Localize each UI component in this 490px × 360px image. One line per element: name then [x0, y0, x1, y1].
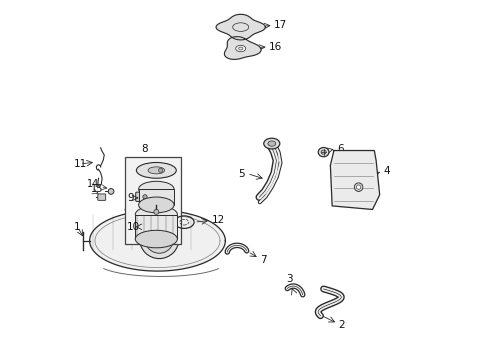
Bar [139, 189, 174, 205]
Text: 2: 2 [339, 320, 345, 330]
Polygon shape [216, 14, 266, 40]
Ellipse shape [239, 47, 243, 50]
Circle shape [108, 189, 114, 194]
Text: 9: 9 [127, 193, 134, 203]
Text: 11: 11 [74, 159, 88, 169]
Ellipse shape [139, 181, 174, 197]
Circle shape [356, 185, 361, 189]
Text: 5: 5 [238, 168, 245, 179]
Ellipse shape [321, 150, 326, 154]
Circle shape [158, 168, 163, 172]
Ellipse shape [318, 148, 329, 157]
Ellipse shape [148, 167, 165, 174]
Ellipse shape [135, 230, 177, 248]
Bar [135, 215, 177, 239]
Text: 8: 8 [142, 144, 148, 154]
Circle shape [145, 225, 173, 253]
Ellipse shape [135, 206, 177, 223]
Text: 6: 6 [337, 144, 344, 154]
Polygon shape [224, 37, 261, 59]
Text: 17: 17 [274, 20, 288, 30]
Text: 4: 4 [384, 166, 390, 176]
Circle shape [354, 183, 363, 192]
Ellipse shape [136, 162, 176, 178]
Circle shape [143, 195, 147, 199]
Polygon shape [90, 210, 225, 271]
Bar [125, 157, 181, 244]
Circle shape [151, 231, 167, 247]
Circle shape [140, 219, 179, 258]
Ellipse shape [268, 141, 276, 146]
Text: 10: 10 [126, 222, 140, 232]
Text: 7: 7 [260, 255, 267, 265]
Text: 3: 3 [286, 274, 293, 284]
Text: 15: 15 [91, 184, 103, 194]
Text: 1: 1 [74, 222, 80, 232]
Ellipse shape [139, 197, 174, 213]
Text: 14: 14 [87, 179, 99, 189]
Text: 16: 16 [270, 42, 283, 52]
FancyBboxPatch shape [98, 194, 106, 201]
Ellipse shape [125, 207, 133, 212]
FancyBboxPatch shape [136, 192, 148, 202]
Ellipse shape [236, 45, 245, 52]
Text: 12: 12 [212, 215, 225, 225]
Text: 13: 13 [163, 188, 176, 198]
Polygon shape [330, 150, 380, 210]
Circle shape [154, 210, 159, 215]
Ellipse shape [264, 138, 280, 149]
